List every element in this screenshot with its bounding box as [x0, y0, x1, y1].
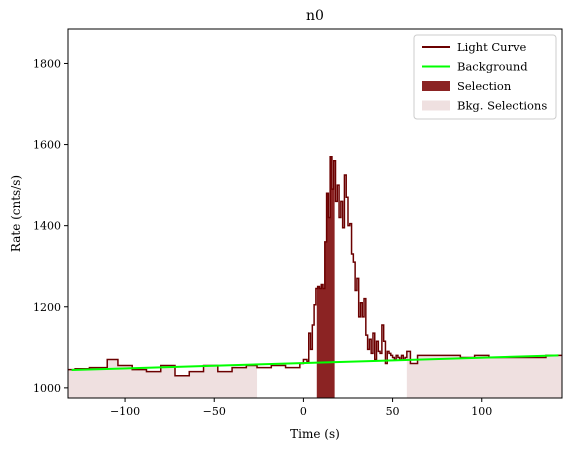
y-axis-label: Rate (cnts/s) [9, 175, 23, 252]
series-layer [68, 155, 562, 377]
y-tick-label: 1600 [33, 139, 61, 152]
legend-label: Background [457, 60, 528, 74]
legend-label: Selection [457, 79, 512, 93]
light-curve-line [68, 155, 562, 377]
legend-swatch-patch [422, 100, 450, 111]
x-tick-label: 0 [300, 405, 307, 418]
x-tick-label: 100 [471, 405, 492, 418]
plot-frame [67, 28, 563, 399]
y-tick-label: 1800 [33, 57, 61, 70]
legend-item: Selection [422, 79, 512, 93]
chart-title: n0 [306, 8, 324, 24]
legend-item: Background [422, 60, 528, 74]
x-tick-label: −50 [203, 405, 226, 418]
legend: Light Curve Background Selection Bkg. Selec… [413, 34, 557, 120]
x-tick-label: 50 [386, 405, 400, 418]
legend-swatch-patch [422, 81, 450, 91]
legend-item: Light Curve [422, 40, 527, 54]
y-axis-ticks: 1000 1200 1400 1600 1800 [33, 57, 68, 395]
y-tick-label: 1200 [33, 301, 61, 314]
x-axis-label: Time (s) [290, 427, 340, 441]
legend-box [413, 34, 557, 120]
legend-item: Bkg. Selections [422, 99, 547, 113]
y-tick-label: 1000 [33, 382, 61, 395]
x-tick-label: −100 [110, 405, 140, 418]
legend-label: Light Curve [457, 40, 527, 54]
x-axis-ticks: −100 −50 0 50 100 [110, 398, 492, 418]
background-line [71, 354, 559, 372]
bkg-selection-region-1 [406, 351, 562, 398]
legend-label: Bkg. Selections [457, 99, 547, 113]
y-tick-label: 1400 [33, 220, 61, 233]
